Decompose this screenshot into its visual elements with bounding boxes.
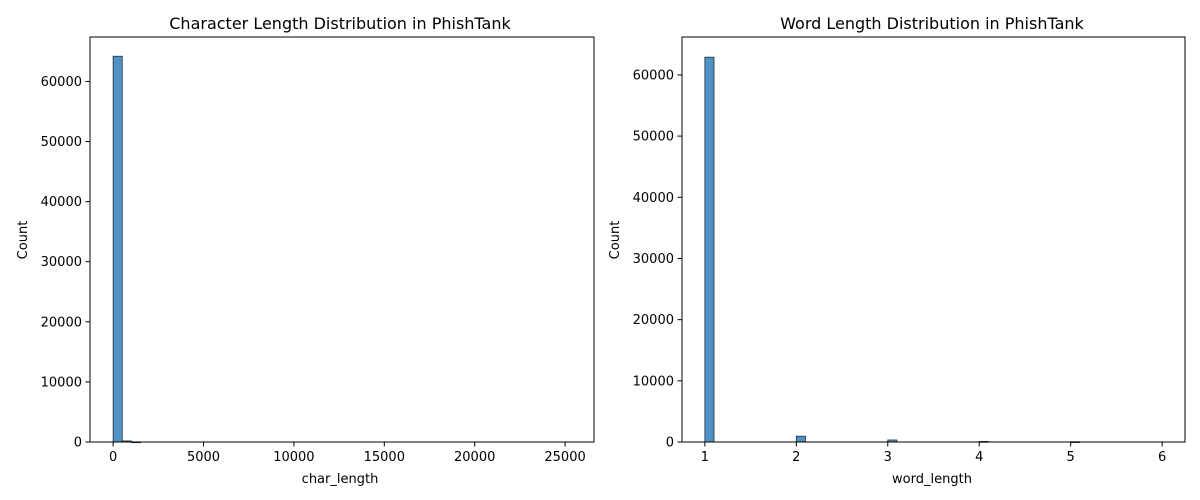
x-tick-label: 5 [1067, 450, 1075, 465]
x-tick-label: 6 [1158, 450, 1166, 465]
x-axis-ticks: 1 2 3 4 5 6 [701, 442, 1166, 465]
y-tick-label: 50000 [633, 130, 674, 145]
plot-frame [681, 36, 1186, 443]
y-tick-label: 40000 [41, 195, 82, 210]
x-tick-label: 2 [792, 450, 800, 465]
x-axis-label: char_length [302, 472, 379, 487]
y-tick-label: 60000 [633, 68, 674, 83]
y-axis-label: Count [16, 221, 31, 260]
x-tick-label: 10000 [273, 450, 314, 465]
y-tick-label: 30000 [41, 255, 82, 270]
y-tick-label: 0 [666, 436, 674, 451]
x-tick-label: 1 [701, 450, 709, 465]
x-axis-label: word_length [892, 472, 972, 487]
x-axis-ticks: 0 5000 10000 15000 20000 25000 [109, 442, 586, 465]
y-tick-label: 30000 [633, 252, 674, 267]
y-tick-label: 0 [74, 436, 82, 451]
histogram-bar [704, 56, 715, 443]
histogram-bar [112, 55, 123, 443]
chart-title: Character Length Distribution in PhishTa… [169, 14, 511, 33]
x-tick-label: 20000 [454, 450, 495, 465]
x-tick-label: 5000 [187, 450, 220, 465]
y-tick-label: 10000 [41, 375, 82, 390]
x-tick-label: 0 [109, 450, 117, 465]
y-axis-ticks: 0 10000 20000 30000 40000 50000 60000 [633, 68, 682, 451]
y-tick-label: 10000 [633, 374, 674, 389]
histogram-bar [795, 435, 806, 443]
chart-title: Word Length Distribution in PhishTank [780, 14, 1084, 33]
x-tick-label: 3 [884, 450, 892, 465]
y-tick-label: 20000 [633, 313, 674, 328]
y-tick-label: 50000 [41, 135, 82, 150]
y-tick-label: 40000 [633, 191, 674, 206]
x-tick-label: 15000 [364, 450, 405, 465]
bars [704, 56, 1081, 443]
plot-frame [89, 36, 595, 443]
x-tick-label: 4 [975, 450, 983, 465]
y-axis-ticks: 0 10000 20000 30000 40000 50000 60000 [41, 75, 90, 451]
y-axis-label: Count [608, 221, 623, 260]
x-tick-label: 25000 [544, 450, 585, 465]
y-tick-label: 60000 [41, 75, 82, 90]
y-tick-label: 20000 [41, 315, 82, 330]
char-length-histogram: Character Length Distribution in PhishTa… [16, 14, 595, 487]
word-length-histogram: Word Length Distribution in PhishTank 1 2… [608, 14, 1186, 487]
bars [112, 55, 141, 444]
